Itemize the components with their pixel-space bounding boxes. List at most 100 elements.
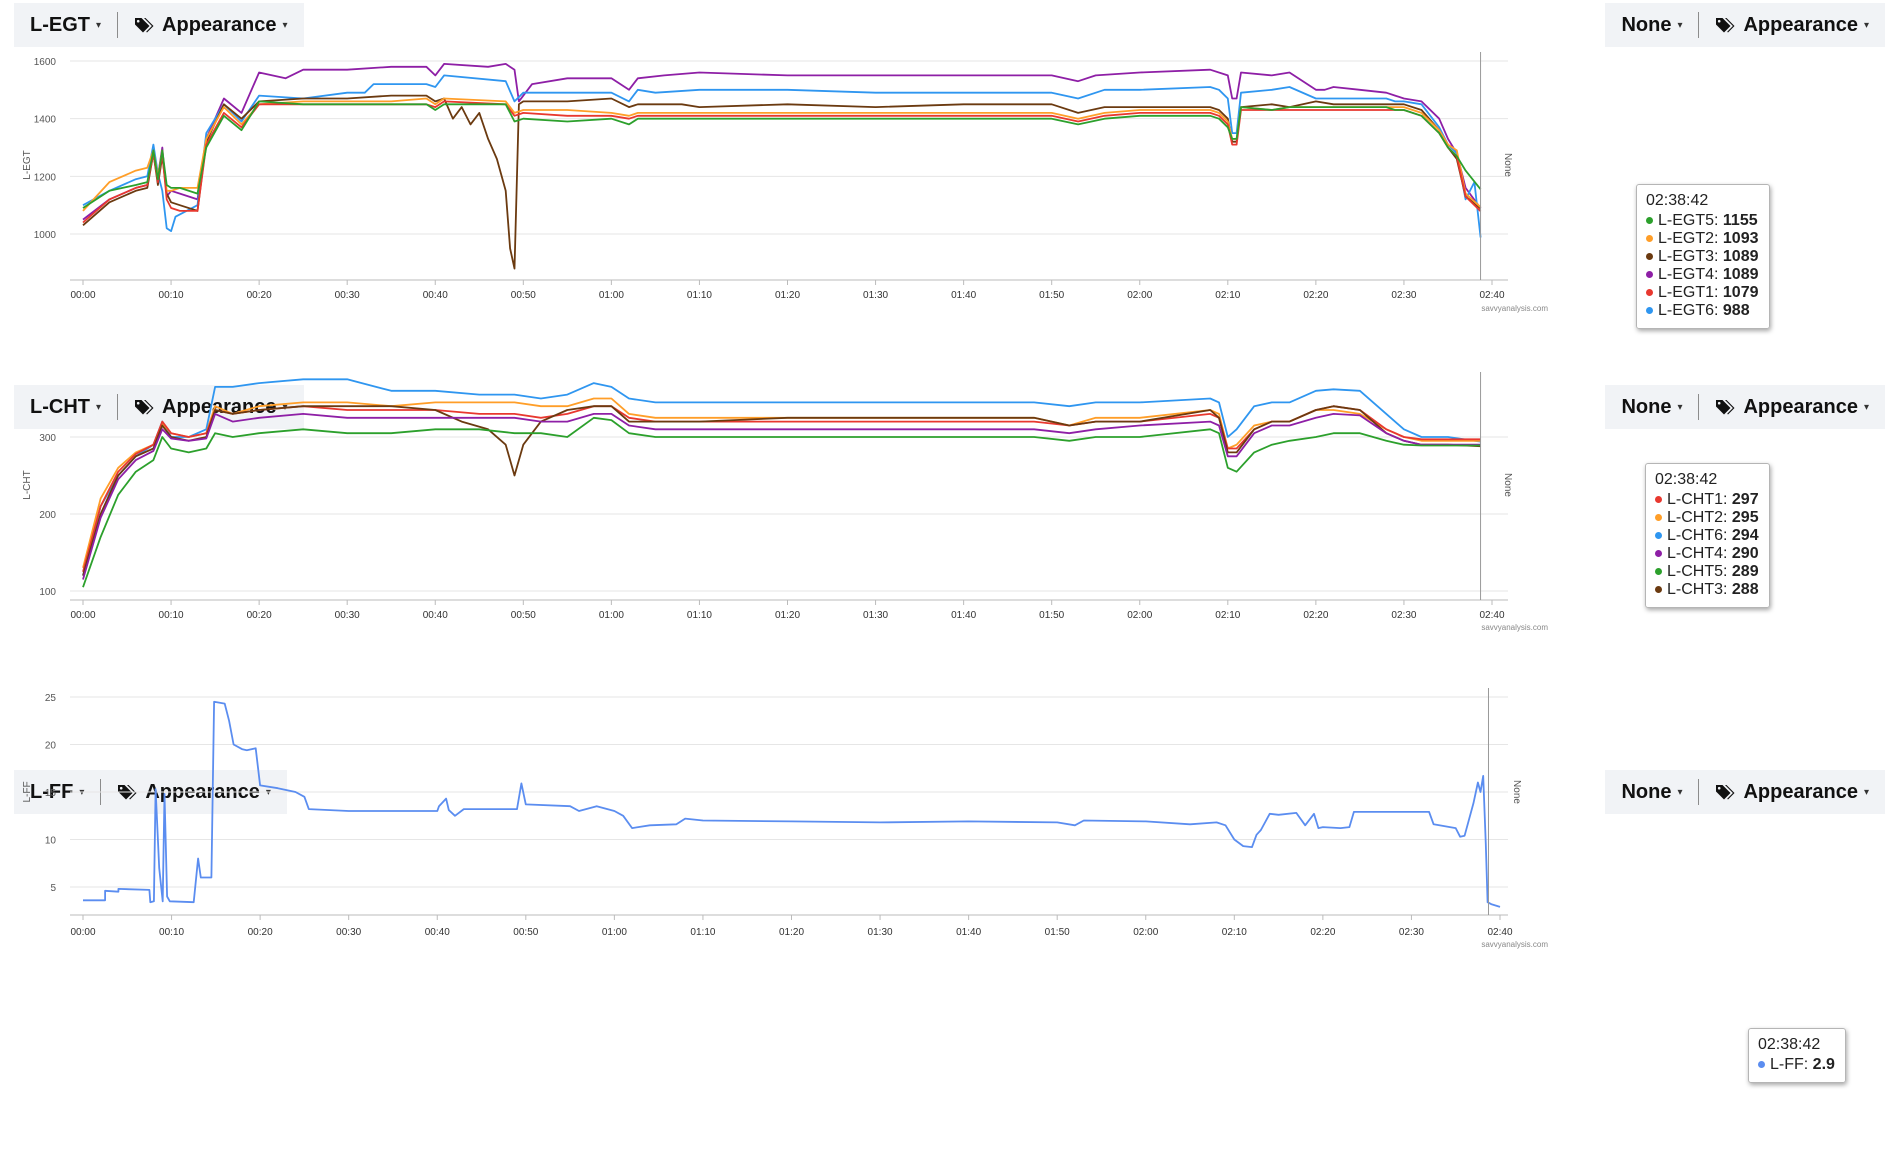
series-line-l-egt4: [82, 63, 1482, 221]
x-tick-label: 01:20: [779, 927, 804, 938]
right-axis-title: None: [1502, 153, 1513, 177]
series-dot-icon: [1646, 271, 1653, 278]
cht-tooltip: 02:38:42 L-CHT1: 297 L-CHT2: 295 L-CHT6: 2…: [1645, 463, 1770, 608]
egt-tooltip: 02:38:42 L-EGT5: 1155 L-EGT2: 1093 L-EGT3:…: [1636, 184, 1770, 329]
tags-icon: [135, 400, 154, 415]
tooltip-series-name: L-EGT1:: [1658, 284, 1723, 301]
tooltip-row: L-EGT3: 1089: [1646, 248, 1759, 266]
egt-right-toolbar: None ▾ Appearance ▾: [1605, 3, 1885, 47]
series-dot-icon: [1646, 289, 1653, 296]
tooltip-series-value: 1155: [1722, 212, 1758, 229]
tooltip-series-name: L-EGT3:: [1658, 248, 1723, 265]
x-tick-label: 00:10: [159, 610, 184, 621]
x-tick-label: 01:40: [956, 927, 981, 938]
x-tick-label: 02:30: [1391, 610, 1416, 621]
x-tick-label: 01:50: [1045, 927, 1070, 938]
egt-right-appearance-label: Appearance: [1743, 13, 1858, 36]
series-line-l-cht2: [82, 397, 1481, 569]
tooltip-row: L-EGT2: 1093: [1646, 230, 1759, 248]
ff-right-appearance-dropdown[interactable]: Appearance ▾: [1699, 770, 1885, 814]
y-tick-label: 1000: [34, 230, 57, 241]
chevron-down-icon: ▾: [1677, 401, 1683, 413]
egt-right-appearance-dropdown[interactable]: Appearance ▾: [1699, 3, 1885, 47]
ff-chart[interactable]: 5 10 15 20 25 00:00 00:10 00:20 00:30 00:40 00:50 0…: [0, 680, 1891, 1162]
toolbar-divider: [1698, 12, 1700, 38]
series-dot-icon: [1646, 307, 1653, 314]
y-tick-label: 200: [39, 510, 56, 521]
x-tick-label: 00:00: [70, 290, 95, 301]
egt-right-series-dropdown[interactable]: None ▾: [1605, 3, 1698, 47]
tooltip-series-value: 289: [1731, 563, 1759, 580]
x-tick-label: 00:50: [513, 927, 538, 938]
ff-right-toolbar: None ▾ Appearance ▾: [1605, 770, 1885, 814]
egt-series-dropdown[interactable]: L-EGT ▾: [14, 3, 117, 47]
tooltip-rows: L-EGT5: 1155 L-EGT2: 1093 L-EGT3: 1089 L-EG…: [1646, 212, 1759, 320]
ff-series-label: L-FF: [30, 780, 74, 803]
tooltip-time: 02:38:42: [1655, 471, 1718, 488]
series-line-l-cht6: [82, 378, 1481, 576]
x-tick-label: 00:40: [425, 927, 450, 938]
x-tick-label: 00:20: [247, 610, 272, 621]
y-tick-label: 100: [39, 587, 56, 598]
tooltip-series-value: 295: [1731, 509, 1759, 526]
x-tick-label: 01:10: [690, 927, 715, 938]
right-axis-title: None: [1511, 780, 1522, 804]
tooltip-series-value: 1079: [1722, 284, 1759, 301]
x-tick-label: 01:20: [775, 290, 800, 301]
toolbar-divider: [117, 394, 119, 420]
cht-right-appearance-dropdown[interactable]: Appearance ▾: [1699, 385, 1885, 429]
x-tick-label: 00:10: [159, 927, 184, 938]
ff-right-appearance-label: Appearance: [1743, 780, 1858, 803]
tags-icon: [1716, 400, 1735, 415]
chevron-down-icon: ▾: [1677, 19, 1683, 31]
x-tick-label: 01:30: [863, 610, 888, 621]
ff-right-series-dropdown[interactable]: None ▾: [1605, 770, 1698, 814]
chevron-down-icon: ▾: [96, 19, 102, 31]
x-tick-label: 00:30: [336, 927, 361, 938]
tooltip-time: 02:38:42: [1646, 192, 1709, 209]
x-tick-label: 02:00: [1127, 290, 1152, 301]
egt-appearance-dropdown[interactable]: Appearance ▾: [118, 3, 304, 47]
y-axis-title: L-CHT: [22, 470, 33, 499]
x-tick-label: 00:00: [70, 927, 95, 938]
toolbar-divider: [1698, 394, 1700, 420]
tooltip-row: L-EGT1: 1079: [1646, 284, 1759, 302]
series-line-l-cht5: [82, 416, 1481, 588]
tooltip-series-name: L-FF:: [1770, 1056, 1813, 1073]
tooltip-series-name: L-CHT2:: [1667, 509, 1732, 526]
series-line-l-cht4: [82, 413, 1481, 580]
tooltip-row: L-CHT2: 295: [1655, 509, 1759, 527]
tooltip-series-name: L-EGT4:: [1658, 266, 1723, 283]
series-dot-icon: [1646, 253, 1653, 260]
cht-panel: L-CHT ▾ Appearance ▾ None ▾ Appearance ▾ 100…: [0, 372, 1891, 770]
x-tick-label: 02:20: [1303, 290, 1328, 301]
series-dot-icon: [1646, 235, 1653, 242]
x-tick-label: 00:50: [511, 610, 536, 621]
x-tick-label: 01:00: [599, 610, 624, 621]
series-dot-icon: [1758, 1061, 1765, 1068]
tooltip-series-name: L-CHT5:: [1667, 563, 1732, 580]
tooltip-series-name: L-CHT6:: [1667, 527, 1732, 544]
tooltip-rows: L-CHT1: 297 L-CHT2: 295 L-CHT6: 294 L-CHT4:…: [1655, 491, 1759, 599]
y-tick-label: 5: [50, 883, 56, 894]
x-tick-label: 01:50: [1039, 610, 1064, 621]
ff-tooltip: 02:38:42 L-FF: 2.9: [1748, 1028, 1846, 1083]
x-tick-label: 02:00: [1133, 927, 1158, 938]
series-dot-icon: [1655, 586, 1662, 593]
cht-series-dropdown[interactable]: L-CHT ▾: [14, 385, 117, 429]
egt-left-toolbar: L-EGT ▾ Appearance ▾: [14, 3, 304, 47]
x-tick-label: 01:40: [951, 290, 976, 301]
y-tick-label: 1400: [34, 115, 57, 126]
x-tick-label: 02:30: [1399, 927, 1424, 938]
cht-right-series-dropdown[interactable]: None ▾: [1605, 385, 1698, 429]
egt-chart[interactable]: 1000 1200 1400 1600 00:00 00:10 00:20 00:30 00:4…: [0, 0, 1891, 320]
x-tick-label: 01:40: [951, 610, 976, 621]
cht-chart[interactable]: 100 200 300 00:00 00:10 00:20 00:30 00:40 00:50 0…: [0, 350, 1891, 770]
x-tick-label: 01:50: [1039, 290, 1064, 301]
x-tick-label: 01:30: [863, 290, 888, 301]
cht-right-appearance-label: Appearance: [1743, 395, 1858, 418]
y-axis-title: L-FF: [22, 781, 33, 802]
tooltip-series-value: 1093: [1722, 230, 1759, 247]
right-axis-title: None: [1502, 473, 1513, 497]
x-tick-label: 01:00: [602, 927, 627, 938]
